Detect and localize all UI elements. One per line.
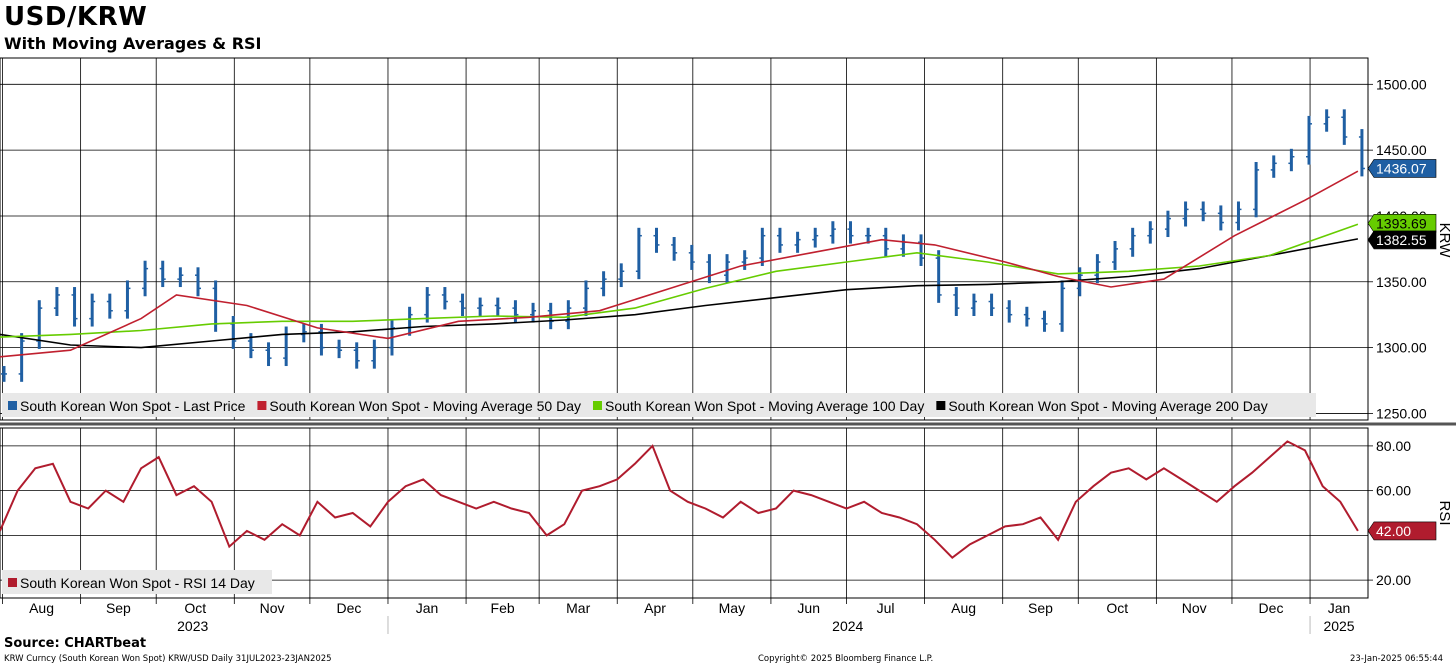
- rsi-legend-bg: [2, 570, 272, 594]
- price-panel-frame: [0, 57, 1369, 421]
- legend-label: South Korean Won Spot - Moving Average 2…: [948, 398, 1267, 414]
- price-y-tick-label: 1300.00: [1376, 340, 1427, 356]
- x-tick-label: Jul: [877, 600, 895, 616]
- rsi-panel-frame: [0, 427, 1369, 599]
- ma100-line: [0, 223, 1359, 338]
- last-price-tag: 1436.07: [1376, 160, 1427, 176]
- legend-swatch: [257, 401, 267, 410]
- x-tick-label: Jan: [416, 600, 439, 616]
- ticker-note: KRW Curncy (South Korean Won Spot) KRW/U…: [4, 654, 332, 664]
- x-tick-label: Oct: [1106, 600, 1128, 616]
- year-label: 2023: [177, 618, 208, 634]
- x-tick-label: Dec: [1259, 600, 1284, 616]
- rsi-tag-box: [1367, 521, 1437, 541]
- chart-subtitle: With Moving Averages & RSI: [4, 34, 262, 53]
- legend-swatch: [592, 401, 602, 410]
- ma100-tag: 1393.69: [1376, 215, 1427, 231]
- price-y-tick-label: 1500.00: [1376, 76, 1427, 92]
- year-label: 2024: [832, 618, 863, 634]
- x-tick-label: Aug: [951, 600, 976, 616]
- x-tick-label: Jan: [1328, 600, 1351, 616]
- x-tick-label: Sep: [106, 600, 131, 616]
- price-legend-bg: [2, 393, 1316, 417]
- legend-swatch: [936, 401, 946, 410]
- x-tick-label: Nov: [260, 600, 285, 616]
- x-tick-label: Nov: [1182, 600, 1207, 616]
- legend-label: South Korean Won Spot - Moving Average 5…: [269, 398, 581, 414]
- ma50-line: [0, 170, 1359, 358]
- x-tick-label: Feb: [491, 600, 515, 616]
- x-tick-label: Jun: [797, 600, 820, 616]
- ma100-tag-box: [1367, 213, 1437, 233]
- chart-title: USD/KRW: [4, 2, 148, 32]
- x-tick-label: Apr: [644, 600, 666, 616]
- rsi-y-tick-label: 80.00: [1376, 438, 1411, 454]
- year-label: 2025: [1323, 618, 1354, 634]
- rsi-line: [0, 440, 1359, 560]
- source-note: Source: CHARTbeat: [4, 636, 147, 651]
- price-y-tick-label: 1350.00: [1376, 274, 1427, 290]
- ma200-line: [0, 238, 1359, 349]
- x-tick-label: May: [719, 600, 745, 616]
- legend-label: South Korean Won Spot - Last Price: [20, 398, 246, 414]
- x-tick-label: Mar: [566, 600, 590, 616]
- legend-label: South Korean Won Spot - Moving Average 1…: [605, 398, 924, 414]
- price-axis-title: KRW: [1436, 223, 1453, 259]
- ma200-tag-box: [1367, 230, 1437, 250]
- legend-label: South Korean Won Spot - RSI 14 Day: [20, 575, 255, 591]
- x-tick-label: Dec: [336, 600, 361, 616]
- rsi-tag: 42.00: [1376, 523, 1411, 539]
- rsi-y-tick-label: 20.00: [1376, 572, 1411, 588]
- rsi-axis-title: RSI: [1436, 500, 1453, 525]
- timestamp-note: 23-Jan-2025 06:55:44: [1350, 654, 1444, 664]
- legend-swatch: [8, 578, 17, 587]
- last-price-tag-box: [1367, 159, 1437, 178]
- copyright-note: Copyright© 2025 Bloomberg Finance L.P.: [758, 654, 934, 664]
- price-y-tick-label: 1250.00: [1376, 405, 1427, 421]
- rsi-y-tick-label: 60.00: [1376, 483, 1411, 499]
- ma200-tag: 1382.55: [1376, 232, 1427, 248]
- price-y-tick-label: 1450.00: [1376, 142, 1427, 158]
- x-tick-label: Sep: [1028, 600, 1053, 616]
- x-tick-label: Aug: [29, 600, 54, 616]
- x-tick-label: Oct: [184, 600, 206, 616]
- legend-swatch: [8, 401, 17, 410]
